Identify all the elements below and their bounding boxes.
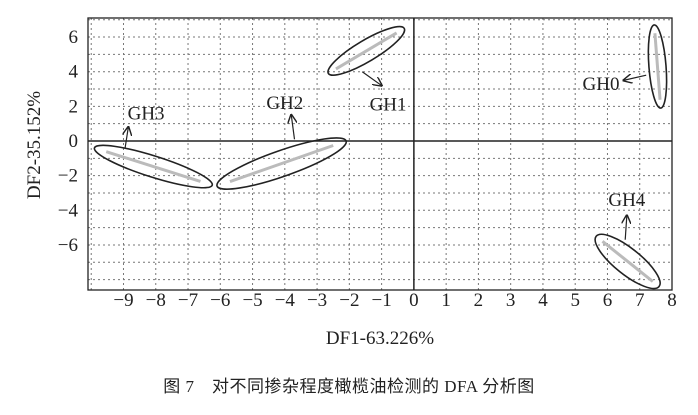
group-label: GH3 — [128, 103, 165, 124]
data-points — [601, 240, 654, 283]
x-tick-label: 4 — [538, 290, 548, 311]
x-tick-label: 2 — [474, 290, 484, 311]
label-arrow — [125, 127, 128, 149]
label-arrow — [291, 115, 294, 140]
x-tick-label: 3 — [506, 290, 516, 311]
label-arrow — [625, 216, 627, 240]
y-axis-title: DF2-35.152% — [24, 91, 45, 199]
x-tick-label: 7 — [635, 290, 645, 311]
x-tick-label: 0 — [409, 290, 419, 311]
confidence-ellipse — [327, 25, 406, 77]
y-tick-label: 4 — [69, 62, 79, 83]
group-label: GH1 — [370, 95, 407, 116]
y-tick-label: 0 — [69, 131, 79, 152]
confidence-ellipse — [216, 137, 348, 190]
label-arrow — [624, 75, 647, 80]
group-gh4: GH4 — [594, 190, 661, 290]
group-label: GH4 — [608, 190, 645, 211]
confidence-ellipse — [647, 24, 668, 109]
data-points — [229, 144, 334, 183]
groups: GH0 GH1 GH2 GH3 GH4 — [93, 24, 668, 290]
x-tick-label: −7 — [178, 290, 198, 311]
y-tick-label: −6 — [58, 235, 78, 256]
grid — [88, 18, 673, 290]
data-points — [653, 33, 662, 100]
x-tick-label: −9 — [113, 290, 133, 311]
x-tick-label: −6 — [210, 290, 230, 311]
axes — [87, 17, 673, 291]
x-tick-label: −5 — [242, 290, 262, 311]
group-label: GH0 — [583, 74, 620, 95]
y-tick-label: 2 — [69, 96, 79, 117]
data-points — [335, 31, 398, 71]
x-tick-label: 8 — [667, 290, 677, 311]
x-tick-label: −8 — [146, 290, 166, 311]
plot-frame — [87, 17, 673, 291]
group-label: GH2 — [266, 93, 303, 114]
y-tick-labels: 6 4 2 0 −2 −4 −6 — [58, 27, 79, 256]
y-tick-label: −2 — [58, 166, 78, 187]
x-tick-labels: −9 −8 −7 −6 −5 −4 −3 −2 −1 0 1 2 3 4 5 6 7 8 — [113, 290, 676, 311]
group-gh3: GH3 — [93, 103, 214, 189]
group-gh1: GH1 — [327, 25, 407, 116]
x-tick-label: −3 — [307, 290, 327, 311]
y-tick-label: 6 — [69, 27, 79, 48]
x-tick-label: 5 — [570, 290, 580, 311]
x-tick-label: 1 — [441, 290, 451, 311]
y-tick-label: −4 — [58, 200, 79, 221]
x-tick-label: −4 — [275, 290, 296, 311]
group-gh0: GH0 — [583, 24, 668, 109]
confidence-ellipse — [594, 233, 661, 290]
label-arrow — [361, 71, 381, 86]
group-gh2: GH2 — [216, 93, 348, 190]
data-points — [105, 150, 201, 183]
x-tick-label: −2 — [339, 290, 359, 311]
x-tick-label: 6 — [603, 290, 613, 311]
x-tick-label: −1 — [372, 290, 392, 311]
figure-caption: 图 7 对不同掺杂程度橄榄油检测的 DFA 分析图 — [163, 377, 535, 396]
confidence-ellipse — [93, 144, 214, 189]
x-axis-title: DF1-63.226% — [326, 328, 434, 349]
